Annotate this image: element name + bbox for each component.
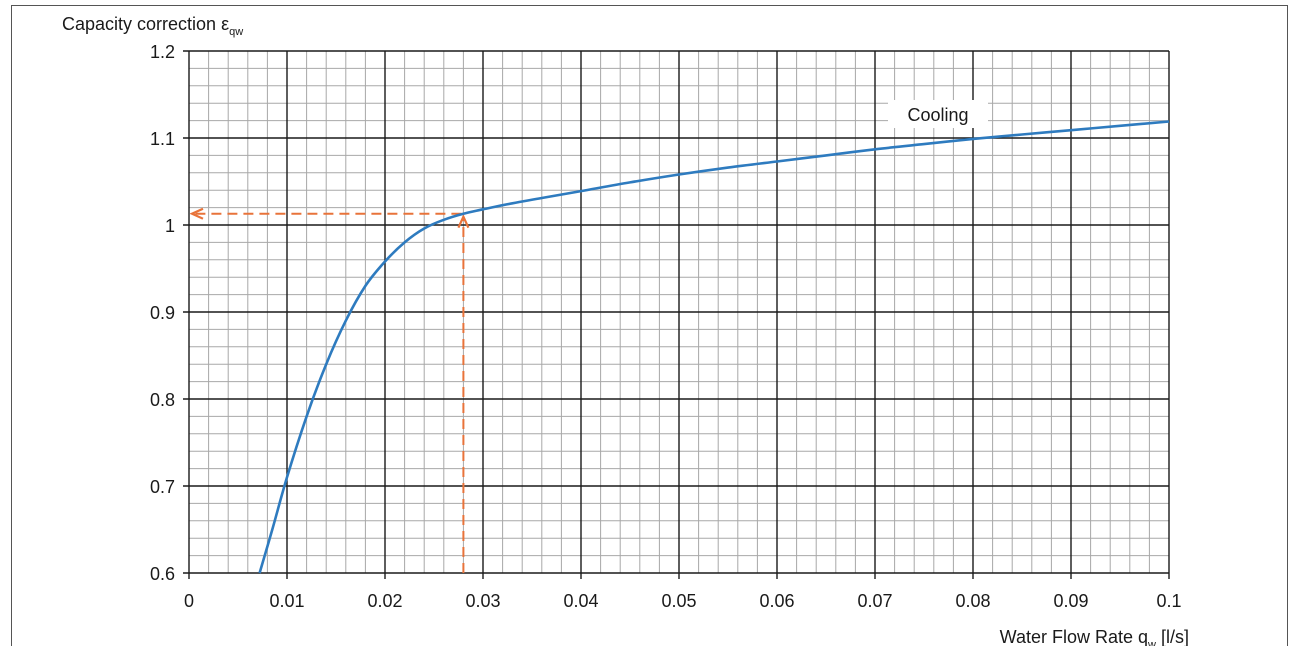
guide-lines: [193, 214, 463, 573]
y-axis-label: Capacity correction εqw: [62, 14, 243, 38]
y-tick-label: 1.1: [150, 129, 175, 149]
x-tick-label: 0.08: [955, 591, 990, 611]
y-tick-label: 0.9: [150, 303, 175, 323]
outer-border: [11, 5, 1288, 651]
y-tick-label: 1: [165, 216, 175, 236]
y-tick-label: 1.2: [150, 42, 175, 62]
series-label-cooling: Cooling: [907, 105, 968, 125]
x-tick-label: 0.05: [661, 591, 696, 611]
chart-labels: 0 0.01 0.02 0.03 0.04 0.05 0.06 0.07 0.08 0.09 0.1…: [11, 5, 1288, 651]
y-tick-label: 0.6: [150, 564, 175, 584]
series-label-background: [888, 100, 988, 128]
x-tick-label: 0.1: [1156, 591, 1181, 611]
x-tick-label: 0.09: [1053, 591, 1088, 611]
x-tick-label: 0.07: [857, 591, 892, 611]
x-tick-label: 0.02: [367, 591, 402, 611]
series-line-cooling: [258, 120, 1170, 574]
x-tick-label: 0.06: [759, 591, 794, 611]
x-tick-label: 0.03: [465, 591, 500, 611]
major-grid: [183, 50, 1170, 579]
y-tick-label: 0.7: [150, 477, 175, 497]
x-tick-label: 0: [184, 591, 194, 611]
x-axis-label: Water Flow Rate qw [l/s]: [1000, 627, 1189, 646]
y-tick-label: 0.8: [150, 390, 175, 410]
series-layer: Cooling: [258, 100, 1170, 574]
x-tick-label: 0.04: [563, 591, 598, 611]
x-tick-label: 0.01: [269, 591, 304, 611]
